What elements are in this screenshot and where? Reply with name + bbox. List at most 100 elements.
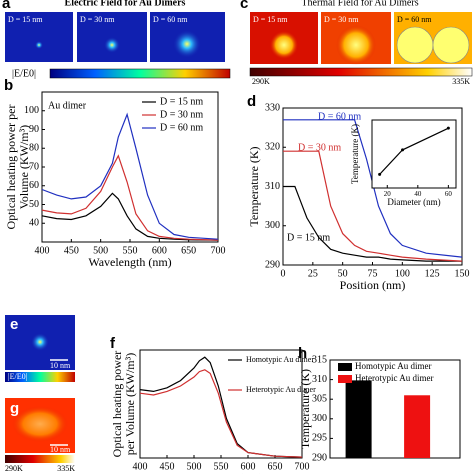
bar <box>345 380 372 458</box>
y-tick-label: 50 <box>29 199 39 210</box>
x-axis-label: Position (nm) <box>340 278 406 292</box>
series-line <box>139 356 303 458</box>
x-tick-label: 125 <box>425 268 440 279</box>
x-tick-label: 500 <box>93 245 108 256</box>
y-tick-label: 90 <box>29 124 39 135</box>
y-tick-label: 300 <box>265 220 280 231</box>
scale-label: 10 nm <box>50 361 71 370</box>
y-tick-label: 80 <box>29 143 39 154</box>
series-line <box>41 112 219 240</box>
y-tick-label: 70 <box>29 161 39 172</box>
image-label: D = 60 nm <box>397 15 432 24</box>
x-tick-label: 20 <box>384 190 392 198</box>
y-axis-label: Temperature (K) <box>298 369 312 449</box>
panel-label: h <box>298 345 307 362</box>
x-tick-label: 450 <box>64 245 79 256</box>
legend-label: Homotypic Au dimer <box>246 355 314 364</box>
y-axis-label: Optical heating power per <box>4 105 18 230</box>
heatmap <box>5 12 73 62</box>
x-tick-label: 600 <box>241 461 256 472</box>
y-tick-label: 295 <box>312 433 327 444</box>
image-label: D = 30 nm <box>80 15 115 24</box>
y-tick-label: 290 <box>312 452 327 463</box>
colorbar-label: |E/E0| <box>8 372 27 381</box>
hotspot <box>35 41 43 49</box>
y-axis-label: Temperature (K) <box>247 146 261 226</box>
y-tick-label: 40 <box>29 218 39 229</box>
panel-title: Electric Field for Au Dimers <box>65 0 186 8</box>
scale-label: 10 nm <box>50 445 71 454</box>
panel-title: Thermal Field for Au Dimers <box>301 0 418 8</box>
legend-label: Heterotypic Au dimer <box>246 385 316 394</box>
x-tick-label: 700 <box>211 245 226 256</box>
series-line <box>283 150 463 262</box>
y-tick-label: 310 <box>265 181 280 192</box>
series-label: D = 15 nm <box>287 232 330 243</box>
legend-swatch <box>338 363 352 371</box>
x-axis-label: Wavelength (nm) <box>179 471 262 474</box>
y-axis-label: Temperature (K) <box>350 124 360 184</box>
x-tick-label: 50 <box>338 268 348 279</box>
plot-frame <box>329 359 461 459</box>
x-tick-label: 650 <box>268 461 283 472</box>
y-tick-label: 100 <box>24 105 39 116</box>
hotspot <box>104 37 120 53</box>
x-tick-label: 500 <box>187 461 202 472</box>
image-label: D = 60 nm <box>153 15 188 24</box>
legend-label: D = 15 nm <box>160 96 203 107</box>
y-axis-label: per Volume (KW/m³) <box>123 353 137 455</box>
hotspot <box>12 406 68 442</box>
series-line <box>41 192 219 241</box>
y-tick-label: 310 <box>312 374 327 385</box>
y-axis-label: Optical heating power <box>110 351 124 458</box>
x-tick-label: 700 <box>295 461 310 472</box>
colorbar <box>249 67 473 77</box>
x-tick-label: 550 <box>214 461 229 472</box>
legend-swatch <box>338 375 352 383</box>
panel-label: a <box>2 0 11 12</box>
particle <box>432 26 470 64</box>
panel-label: f <box>110 335 116 352</box>
y-tick-label: 290 <box>265 259 280 270</box>
image-label: D = 15 nm <box>253 15 288 24</box>
colorbar <box>5 372 75 382</box>
y-tick-label: 305 <box>312 393 327 404</box>
x-tick-label: 650 <box>181 245 196 256</box>
x-tick-label: 75 <box>368 268 378 279</box>
colorbar-label: |E/E0| <box>12 68 36 79</box>
x-tick-label: 150 <box>455 268 470 279</box>
x-tick-label: 550 <box>123 245 138 256</box>
series-label: D = 60 nm <box>318 111 361 122</box>
hotspot <box>173 30 201 58</box>
x-axis-label: Diameter (nm) <box>387 197 440 207</box>
series-line <box>283 119 463 258</box>
legend-label: D = 60 nm <box>160 122 203 133</box>
series-label: D = 30 nm <box>298 142 341 153</box>
colorbar-max: 335K <box>57 464 75 473</box>
bar <box>404 395 431 458</box>
y-tick-label: 60 <box>29 180 39 191</box>
y-tick-label: 320 <box>265 142 280 153</box>
x-tick-label: 25 <box>308 268 318 279</box>
legend-label: D = 30 nm <box>160 109 203 120</box>
point <box>378 172 382 176</box>
y-axis-label: Volume (KW/m³) <box>17 125 31 209</box>
point <box>446 126 450 130</box>
y-tick-label: 315 <box>312 354 327 365</box>
x-tick-label: 100 <box>395 268 410 279</box>
panel-label: c <box>240 0 248 12</box>
legend-label: Heterotypic Au dimer <box>355 373 433 383</box>
x-tick-label: 450 <box>160 461 175 472</box>
y-tick-label: 300 <box>312 413 327 424</box>
x-tick-label: 40 <box>414 190 422 198</box>
hotspot <box>336 25 376 65</box>
hotspot <box>31 333 49 351</box>
legend-label: Homotypic Au dimer <box>355 361 432 371</box>
annotation: Au dimer <box>48 100 87 111</box>
colorbar-min: 290K <box>5 464 23 473</box>
x-tick-label: 400 <box>133 461 148 472</box>
image-label: D = 15 nm <box>8 15 43 24</box>
x-tick-label: 0 <box>281 268 286 279</box>
particle <box>396 26 434 64</box>
colorbar-max: 335K <box>452 77 470 86</box>
